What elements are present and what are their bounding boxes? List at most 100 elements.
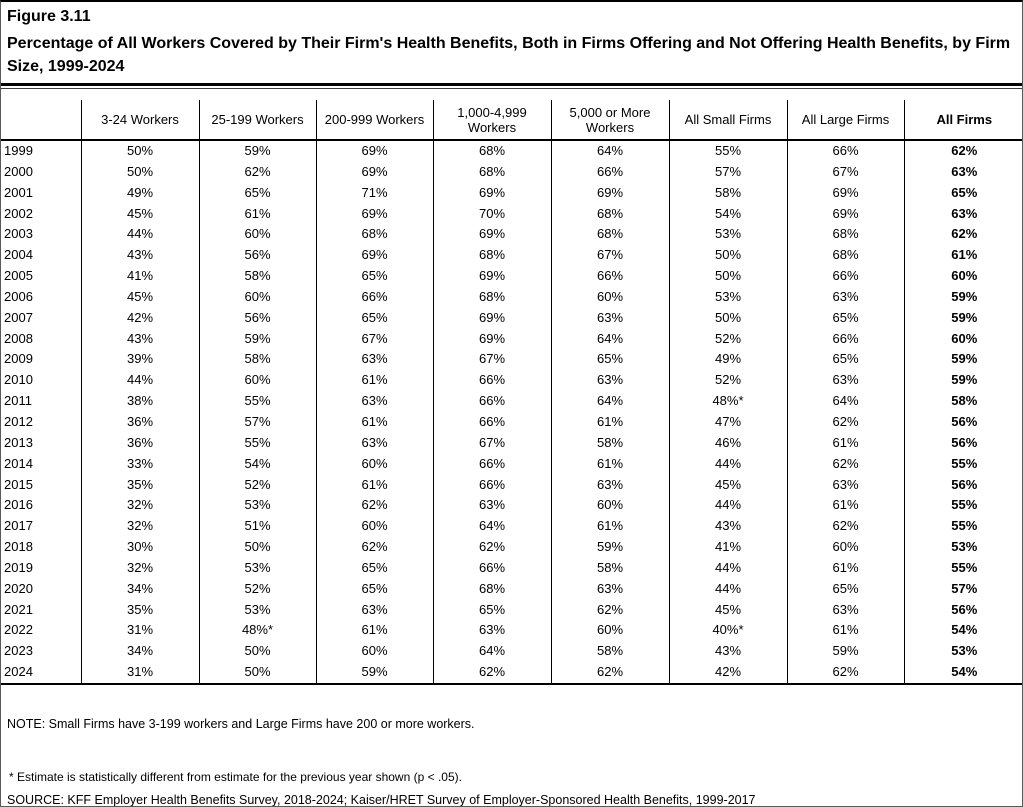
value-cell: 63% <box>786 474 904 496</box>
table-row: 2012 36% 57% 61% 66% 61% 47% 62% 56% <box>1 411 1022 433</box>
value-cell: 69% <box>550 182 669 204</box>
year-cell: 2006 <box>4 288 33 304</box>
value-cell: 58% <box>550 432 669 454</box>
column-header-5-000-or-more-workers: 5,000 or More Workers <box>550 100 669 141</box>
column-header-3-24-workers: 3-24 Workers <box>80 100 199 141</box>
value-cell: 44% <box>668 557 787 579</box>
year-cell: 2009 <box>4 351 33 367</box>
value-cell: 62% <box>786 411 904 433</box>
value-cell: 60% <box>198 224 316 246</box>
value-cell: 62% <box>786 453 904 475</box>
table-row: 2017 32% 51% 60% 64% 61% 43% 62% 55% <box>1 516 1022 538</box>
value-cell: 64% <box>432 641 551 663</box>
value-cell: 45% <box>80 203 199 225</box>
value-cell: 69% <box>432 307 551 329</box>
value-cell: 68% <box>550 203 669 225</box>
value-cell: 35% <box>80 599 199 621</box>
value-cell: 63% <box>315 432 433 454</box>
table-row: 2024 31% 50% 59% 62% 62% 42% 62% 54% <box>1 662 1022 685</box>
value-cell: 63% <box>903 203 1022 225</box>
value-cell: 45% <box>80 286 199 308</box>
value-cell: 65% <box>786 578 904 600</box>
value-cell: 48%* <box>198 620 316 642</box>
value-cell: 55% <box>198 432 316 454</box>
value-cell: 66% <box>786 140 904 162</box>
table-row: 2002 45% 61% 69% 70% 68% 54% 69% 63% <box>1 203 1022 225</box>
value-cell: 62% <box>550 599 669 621</box>
value-cell: 54% <box>903 620 1022 642</box>
value-cell: 50% <box>668 266 787 287</box>
value-cell: 62% <box>315 537 433 558</box>
value-cell: 41% <box>668 537 787 558</box>
value-cell: 53% <box>668 286 787 308</box>
table-row: 2022 31% 48%* 61% 63% 60% 40%* 61% 54% <box>1 620 1022 642</box>
value-cell: 60% <box>903 266 1022 287</box>
year-cell: 2005 <box>4 268 33 284</box>
value-cell: 50% <box>80 161 199 183</box>
value-cell: 58% <box>198 349 316 371</box>
value-cell: 62% <box>432 662 551 685</box>
value-cell: 56% <box>903 411 1022 433</box>
value-cell: 65% <box>786 307 904 329</box>
year-cell: 2002 <box>4 205 33 221</box>
value-cell: 53% <box>903 641 1022 663</box>
value-cell: 57% <box>903 578 1022 600</box>
value-cell: 68% <box>315 224 433 246</box>
value-cell: 52% <box>668 328 787 350</box>
table-row: 2007 42% 56% 65% 69% 63% 50% 65% 59% <box>1 307 1022 329</box>
value-cell: 56% <box>198 307 316 329</box>
value-cell: 31% <box>80 662 199 685</box>
year-cell: 2022 <box>4 622 33 638</box>
year-column-header <box>1 100 81 141</box>
value-cell: 58% <box>668 182 787 204</box>
value-cell: 65% <box>315 266 433 287</box>
value-cell: 53% <box>903 537 1022 558</box>
value-cell: 68% <box>432 578 551 600</box>
figure-header: Figure 3.11 Percentage of All Workers Co… <box>1 2 1022 86</box>
year-cell: 2007 <box>4 309 33 325</box>
year-cell: 2017 <box>4 518 33 534</box>
year-cell: 2021 <box>4 601 33 617</box>
value-cell: 39% <box>80 349 199 371</box>
table-row: 2019 32% 53% 65% 66% 58% 44% 61% 55% <box>1 557 1022 579</box>
value-cell: 52% <box>198 578 316 600</box>
value-cell: 64% <box>550 328 669 350</box>
year-cell: 2000 <box>4 163 33 179</box>
value-cell: 65% <box>198 182 316 204</box>
value-cell: 54% <box>198 453 316 475</box>
value-cell: 64% <box>550 140 669 162</box>
value-cell: 64% <box>432 516 551 538</box>
year-cell: 2018 <box>4 539 33 555</box>
year-cell: 2003 <box>4 226 33 242</box>
value-cell: 40%* <box>668 620 787 642</box>
value-cell: 66% <box>432 391 551 412</box>
value-cell: 61% <box>550 516 669 538</box>
value-cell: 50% <box>198 537 316 558</box>
value-cell: 60% <box>786 537 904 558</box>
value-cell: 63% <box>315 349 433 371</box>
value-cell: 63% <box>786 599 904 621</box>
value-cell: 63% <box>550 578 669 600</box>
title-divider <box>1 88 1022 89</box>
column-header-200-999-workers: 200-999 Workers <box>315 100 433 141</box>
value-cell: 66% <box>786 328 904 350</box>
value-cell: 63% <box>903 161 1022 183</box>
column-header-1-000-4-999-workers: 1,000-4,999 Workers <box>432 100 551 141</box>
value-cell: 63% <box>550 307 669 329</box>
benefits-coverage-table: 3-24 Workers 25-199 Workers 200-999 Worker… <box>1 100 1022 685</box>
value-cell: 53% <box>198 495 316 517</box>
value-cell: 50% <box>198 662 316 685</box>
table-row: 2011 38% 55% 63% 66% 64% 48%* 64% 58% <box>1 391 1022 412</box>
table-row: 2018 30% 50% 62% 62% 59% 41% 60% 53% <box>1 537 1022 558</box>
table-row: 2016 32% 53% 62% 63% 60% 44% 61% 55% <box>1 495 1022 517</box>
value-cell: 59% <box>198 140 316 162</box>
year-cell: 2020 <box>4 580 33 596</box>
value-cell: 43% <box>668 641 787 663</box>
value-cell: 60% <box>550 495 669 517</box>
value-cell: 65% <box>315 557 433 579</box>
value-cell: 53% <box>668 224 787 246</box>
value-cell: 66% <box>432 370 551 392</box>
value-cell: 65% <box>903 182 1022 204</box>
value-cell: 69% <box>786 203 904 225</box>
value-cell: 66% <box>315 286 433 308</box>
